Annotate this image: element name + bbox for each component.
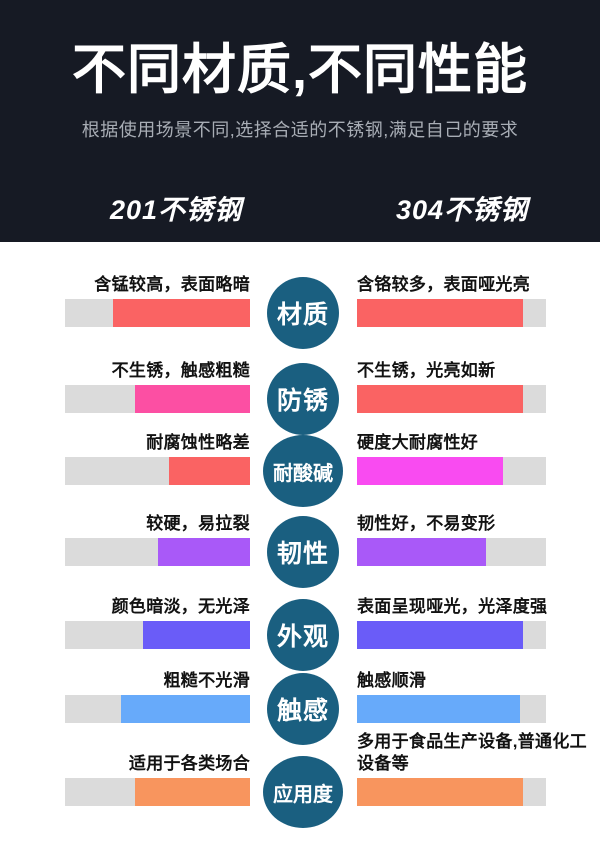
right-attribute-text: 多用于食品生产设备,普通化工设备等 <box>357 732 587 773</box>
right-bar-fill <box>357 695 520 723</box>
left-bar-track <box>65 538 250 566</box>
comparison-row: 较硬，易拉裂 韧性 韧性好，不易变形 <box>0 514 600 588</box>
category-badge: 耐酸碱 <box>263 435 343 507</box>
right-bar-track <box>357 299 546 327</box>
right-bar-fill <box>357 385 524 413</box>
left-bar-fill <box>113 299 250 327</box>
right-bar-track <box>357 621 546 649</box>
left-attribute-text: 含锰较高，表面略暗 <box>94 275 250 294</box>
left-bar-track <box>65 457 250 485</box>
right-bar-track <box>357 538 546 566</box>
right-attribute-text: 触感顺滑 <box>357 671 427 690</box>
right-bar-fill <box>357 778 524 806</box>
left-bar-fill <box>168 457 250 485</box>
left-attribute-text: 不生锈，触感粗糙 <box>111 361 250 380</box>
right-attribute-text: 不生锈，光亮如新 <box>357 361 496 380</box>
comparison-row: 耐腐蚀性略差 耐酸碱 硬度大耐腐性好 <box>0 433 600 507</box>
comparison-row: 适用于各类场合 应用度 多用于食品生产设备,普通化工设备等 <box>0 732 600 828</box>
right-bar-track <box>357 695 546 723</box>
left-attribute-text: 耐腐蚀性略差 <box>146 433 250 452</box>
category-badge: 韧性 <box>267 516 339 588</box>
category-badge: 材质 <box>267 277 339 349</box>
right-bar-track <box>357 778 546 806</box>
left-bar-fill <box>157 538 250 566</box>
left-attribute-text: 适用于各类场合 <box>128 754 250 773</box>
comparison-row: 含锰较高，表面略暗 材质 含铬较多，表面哑光亮 <box>0 275 600 349</box>
left-bar-fill <box>135 778 250 806</box>
column-header-304: 304不锈钢 <box>396 195 529 225</box>
right-attribute-text: 韧性好，不易变形 <box>357 514 496 533</box>
right-bar-fill <box>357 457 503 485</box>
left-attribute-text: 颜色暗淡，无光泽 <box>111 597 250 616</box>
left-bar-track <box>65 299 250 327</box>
right-bar-fill <box>357 299 524 327</box>
header: 不同材质,不同性能 根据使用场景不同,选择合适的不锈钢,满足自己的要求 201不… <box>0 0 600 242</box>
page-subtitle: 根据使用场景不同,选择合适的不锈钢,满足自己的要求 <box>81 120 519 140</box>
column-header-201: 201不锈钢 <box>110 195 243 225</box>
left-bar-fill <box>135 385 250 413</box>
left-bar-track <box>65 778 250 806</box>
right-bar-track <box>357 457 546 485</box>
category-badge: 外观 <box>267 599 339 671</box>
page-title: 不同材质,不同性能 <box>71 40 528 100</box>
category-badge: 防锈 <box>267 363 339 435</box>
comparison-row: 不生锈，触感粗糙 防锈 不生锈，光亮如新 <box>0 361 600 435</box>
left-bar-track <box>65 695 250 723</box>
comparison-row: 粗糙不光滑 触感 触感顺滑 <box>0 671 600 745</box>
left-bar-fill <box>142 621 250 649</box>
right-bar-fill <box>357 621 524 649</box>
right-bar-track <box>357 385 546 413</box>
right-attribute-text: 硬度大耐腐性好 <box>357 433 479 452</box>
category-badge: 触感 <box>267 673 339 745</box>
right-bar-fill <box>357 538 486 566</box>
left-bar-track <box>65 621 250 649</box>
left-bar-track <box>65 385 250 413</box>
comparison-row: 颜色暗淡，无光泽 外观 表面呈现哑光，光泽度强 <box>0 597 600 671</box>
left-attribute-text: 较硬，易拉裂 <box>146 514 250 533</box>
left-attribute-text: 粗糙不光滑 <box>163 671 250 690</box>
category-badge: 应用度 <box>263 756 343 828</box>
right-attribute-text: 含铬较多，表面哑光亮 <box>357 275 530 294</box>
left-bar-fill <box>120 695 250 723</box>
right-attribute-text: 表面呈现哑光，光泽度强 <box>357 597 548 616</box>
